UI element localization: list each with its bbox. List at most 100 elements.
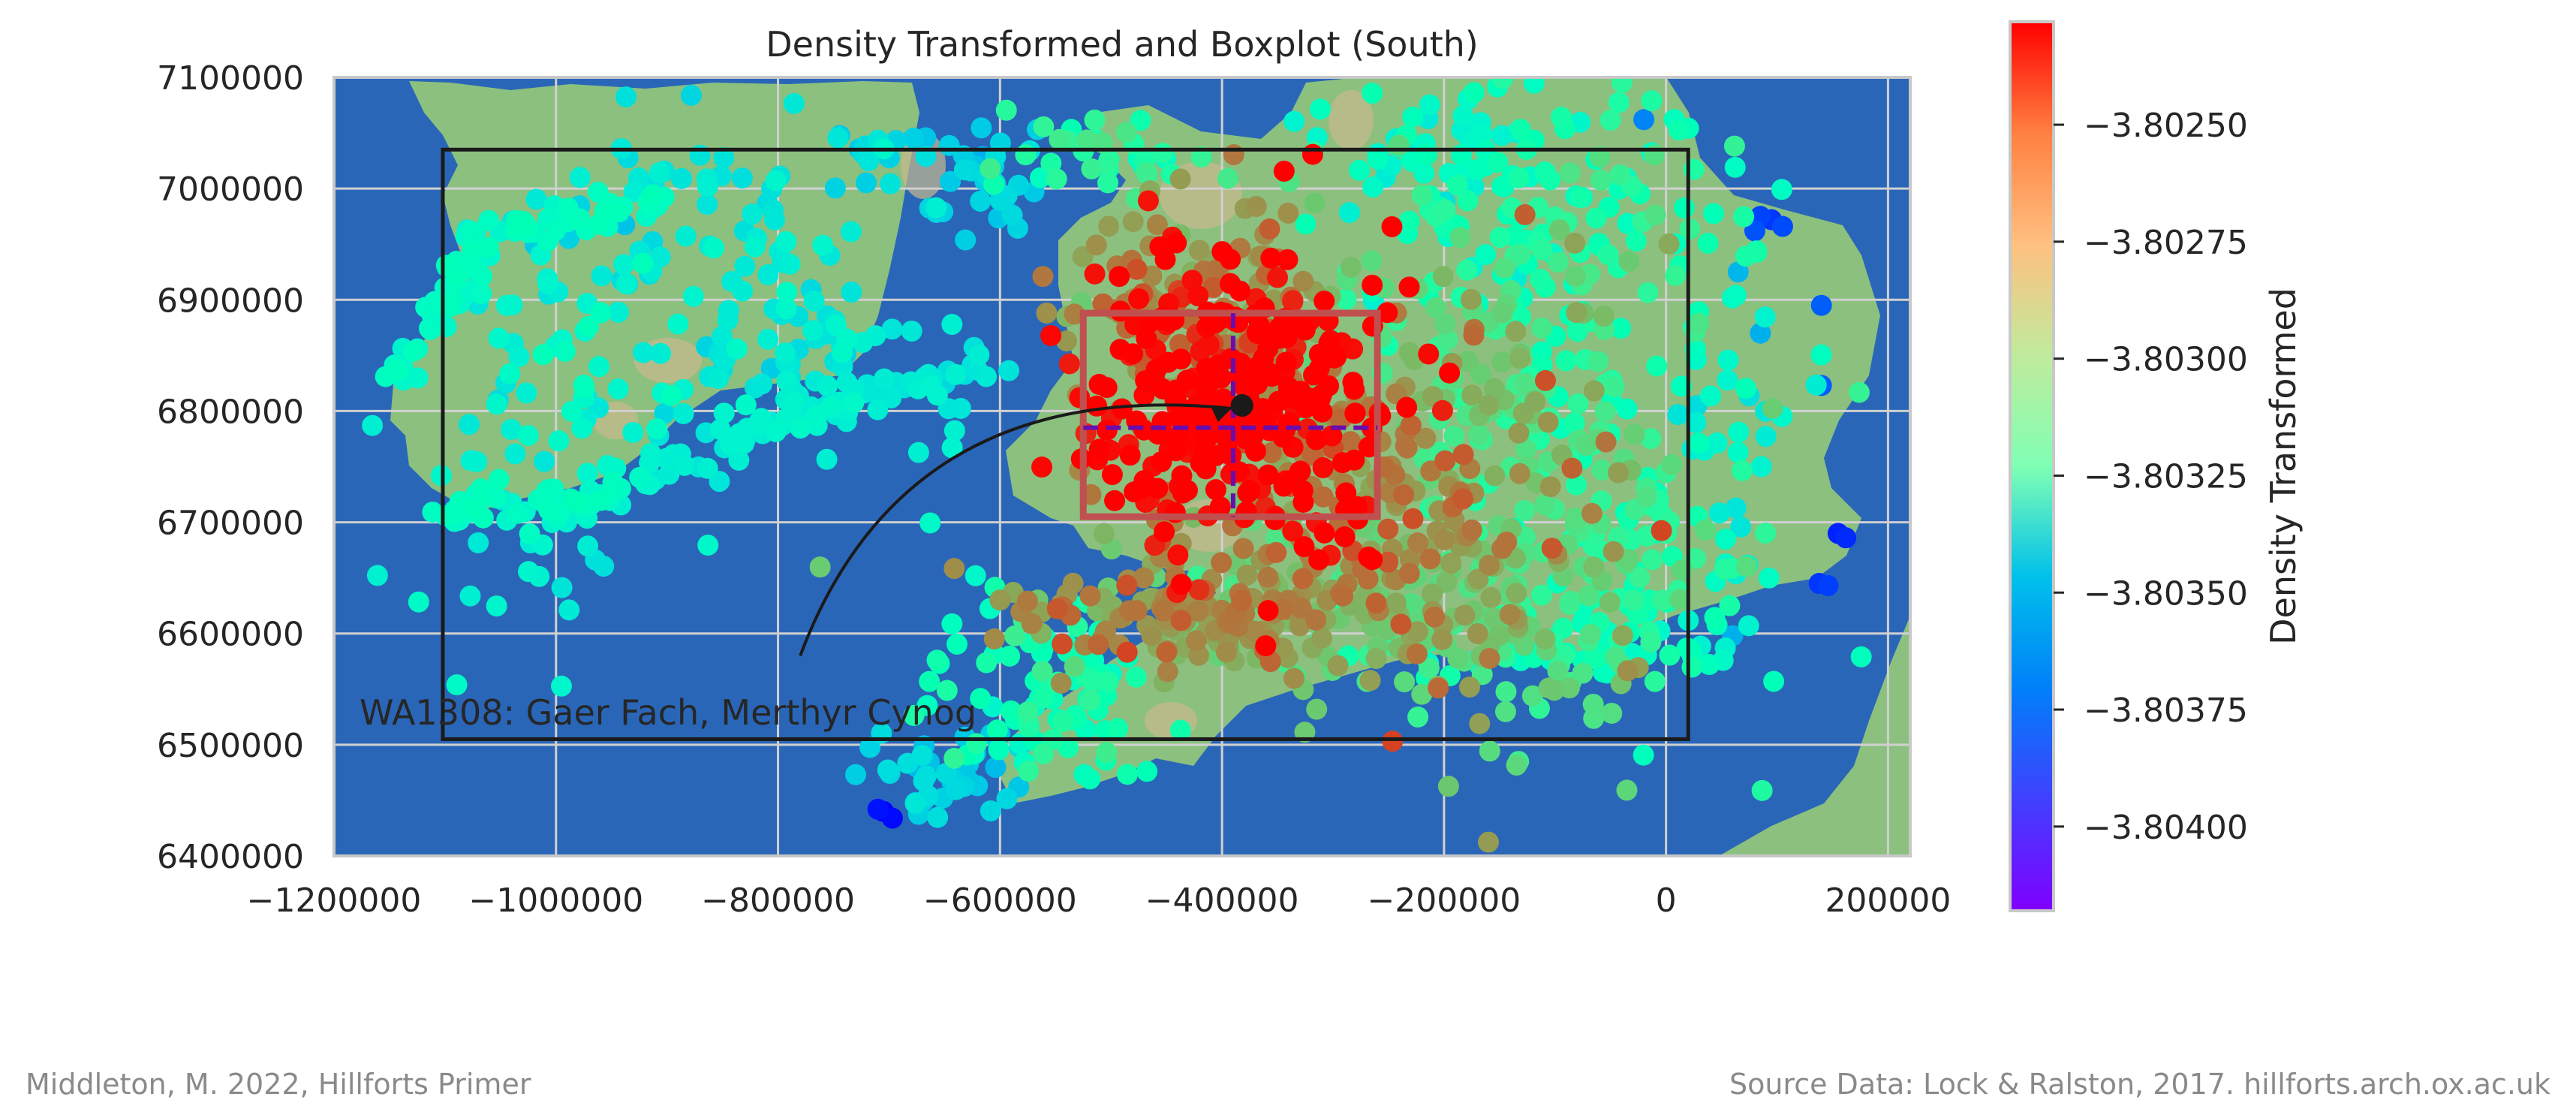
data-point	[1418, 343, 1440, 365]
data-point	[757, 328, 779, 350]
data-point	[1541, 538, 1563, 559]
data-point	[1434, 313, 1456, 335]
data-point	[776, 370, 798, 392]
data-point	[1440, 552, 1462, 574]
data-point	[1107, 718, 1129, 740]
data-point	[1130, 110, 1151, 131]
data-point	[1514, 499, 1536, 521]
data-point	[1725, 497, 1747, 519]
data-point	[989, 589, 1011, 611]
data-point	[1436, 571, 1458, 593]
data-point	[1483, 378, 1505, 399]
data-point	[1104, 490, 1126, 511]
data-point	[1265, 541, 1287, 563]
colorbar-tick-label: −3.80300	[2084, 341, 2248, 379]
data-point	[558, 599, 580, 621]
data-point	[1443, 425, 1465, 447]
data-point	[955, 229, 977, 251]
data-point	[1560, 590, 1581, 612]
data-point	[881, 318, 903, 340]
data-point	[904, 792, 926, 814]
data-point	[1539, 169, 1561, 191]
data-point	[790, 417, 811, 439]
data-point	[1717, 369, 1738, 391]
data-point	[1463, 82, 1485, 104]
data-point	[1111, 398, 1133, 420]
data-point	[1735, 378, 1756, 399]
data-point	[1188, 240, 1210, 261]
data-point	[1566, 302, 1587, 324]
data-point	[1475, 244, 1497, 266]
data-point	[569, 167, 591, 188]
data-point	[936, 680, 958, 701]
data-point	[832, 342, 853, 363]
data-point	[1508, 422, 1530, 444]
data-point	[1266, 267, 1288, 288]
data-point	[1335, 482, 1357, 504]
data-point	[1524, 391, 1546, 413]
data-point	[803, 290, 825, 312]
data-point	[1335, 288, 1357, 310]
data-point	[1572, 662, 1593, 684]
data-point	[1032, 688, 1054, 710]
data-point	[1382, 731, 1404, 752]
data-point	[783, 92, 805, 114]
data-point	[1667, 404, 1689, 426]
data-point	[1170, 574, 1192, 595]
data-point	[1590, 169, 1612, 191]
data-point	[1479, 554, 1500, 576]
data-point	[633, 342, 655, 363]
data-point	[1407, 706, 1429, 728]
data-point	[1133, 419, 1155, 441]
data-point	[1084, 109, 1106, 131]
data-point	[1646, 355, 1668, 377]
data-point	[1479, 647, 1500, 669]
data-point	[1046, 598, 1068, 619]
data-point	[1659, 644, 1681, 666]
data-point	[1290, 598, 1312, 619]
data-point	[1340, 256, 1362, 278]
data-point	[843, 392, 865, 414]
data-point	[466, 451, 488, 472]
data-point	[1407, 532, 1428, 554]
data-point	[943, 420, 965, 441]
data-point	[1564, 232, 1586, 254]
data-point	[1128, 288, 1150, 309]
data-point	[1257, 464, 1279, 486]
data-point	[1750, 322, 1771, 344]
data-point	[1185, 630, 1207, 652]
data-point	[1591, 459, 1613, 481]
data-point	[775, 231, 797, 252]
data-point	[1109, 266, 1130, 288]
data-point	[1064, 303, 1085, 325]
data-point	[867, 798, 889, 820]
data-point	[943, 747, 965, 769]
data-point	[880, 387, 902, 408]
data-point	[1758, 567, 1780, 589]
data-point	[1396, 396, 1418, 418]
data-point	[1439, 362, 1461, 384]
data-point	[1467, 622, 1488, 644]
data-point	[1212, 388, 1234, 410]
y-tick-label: 7100000	[157, 59, 304, 98]
data-point	[1755, 523, 1777, 544]
data-point	[1101, 464, 1123, 486]
data-point	[459, 585, 481, 607]
data-point	[458, 414, 480, 435]
data-point	[1509, 348, 1531, 369]
data-point	[1231, 589, 1253, 611]
data-point	[1031, 457, 1053, 478]
data-point	[1719, 595, 1741, 616]
data-point	[519, 523, 540, 544]
data-point	[1282, 290, 1304, 312]
data-point	[1097, 172, 1118, 194]
annotation-arrow	[799, 403, 1232, 657]
data-point	[1669, 119, 1690, 141]
data-point	[1119, 445, 1141, 466]
data-point	[1599, 592, 1621, 613]
data-point	[757, 264, 779, 285]
data-point	[901, 320, 922, 342]
data-point	[1651, 520, 1672, 541]
data-point	[607, 301, 629, 323]
data-point	[949, 397, 971, 419]
